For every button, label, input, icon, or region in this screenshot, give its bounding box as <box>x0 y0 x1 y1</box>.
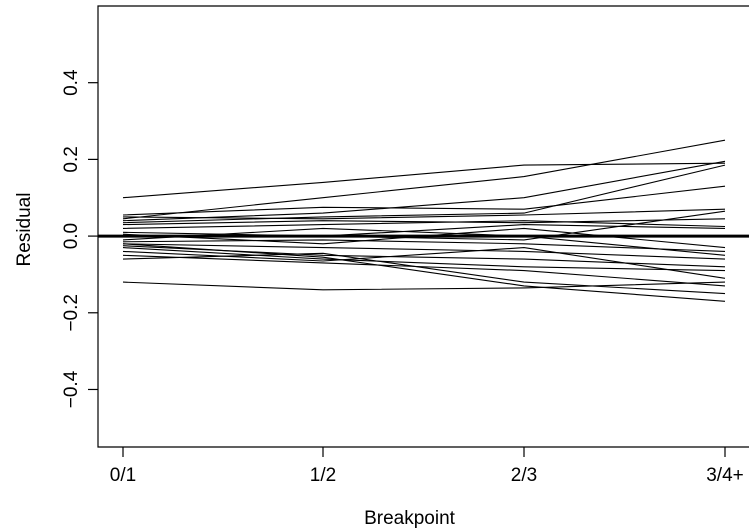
plot-frame <box>97 5 749 448</box>
series-line-21 <box>122 281 726 291</box>
series-line-2 <box>122 139 726 220</box>
y-tick-label: 0.4 <box>61 69 82 96</box>
series-line-19 <box>122 252 726 295</box>
series-line-18 <box>122 254 726 287</box>
series-line-20 <box>122 243 726 302</box>
y-tick-label: −0.4 <box>61 370 82 408</box>
x-tick-label: 0/1 <box>110 465 136 486</box>
series-line-16 <box>122 247 726 272</box>
x-axis-label: Breakpoint <box>364 508 456 529</box>
axes: 0/1 1/2 2/3 3/4+ −0.4 −0.2 0.0 0.2 0.4 <box>61 5 749 486</box>
series-line-13 <box>122 239 726 252</box>
x-tick-label: 2/3 <box>511 465 537 486</box>
y-tick-label: 0.2 <box>61 146 82 172</box>
y-tick-label: −0.2 <box>61 294 82 332</box>
series-line-8 <box>122 220 726 229</box>
x-tick-label: 3/4+ <box>706 465 744 486</box>
series-line-3 <box>122 160 726 222</box>
y-axis-label: Residual <box>14 193 35 267</box>
plot-area <box>98 139 749 302</box>
series-line-5 <box>122 185 726 216</box>
y-tick-label: 0.0 <box>61 223 82 249</box>
series-line-7 <box>122 218 726 226</box>
series-line-14 <box>122 243 726 260</box>
series-line-1 <box>122 162 726 199</box>
series-line-6 <box>122 208 726 220</box>
series-line-4 <box>122 164 726 224</box>
x-tick-label: 1/2 <box>310 465 336 486</box>
series-line-12 <box>122 227 726 256</box>
